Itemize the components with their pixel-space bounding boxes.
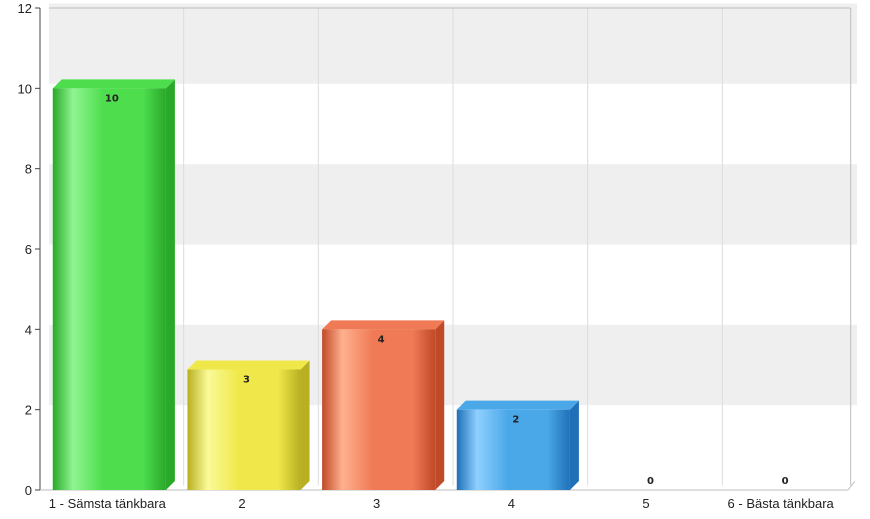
bar: [52, 88, 166, 490]
data-label: 0: [782, 476, 789, 487]
floor-edge: [847, 481, 856, 491]
x-tick-label: 3: [373, 496, 380, 511]
bar-top: [52, 79, 175, 89]
x-tick-label: 2: [238, 496, 245, 511]
bar-side: [569, 400, 579, 490]
y-tick-label: 4: [25, 322, 32, 337]
bar-top: [456, 400, 579, 410]
y-tick-label: 2: [25, 403, 32, 418]
data-label: 0: [647, 476, 654, 487]
y-tick-label: 12: [18, 1, 32, 16]
x-tick-label: 5: [642, 496, 649, 511]
bar: [322, 329, 436, 490]
bar: [187, 369, 301, 490]
bar-top: [187, 360, 310, 370]
data-label: 3: [243, 375, 250, 386]
y-tick-label: 10: [18, 81, 32, 96]
x-tick-label: 6 - Bästa tänkbara: [728, 496, 835, 511]
bar-side: [435, 320, 445, 490]
bars: 10 3 4 2 0 0: [52, 79, 789, 490]
y-tick-label: 8: [25, 162, 32, 177]
y-tick-label: 6: [25, 242, 32, 257]
bar-top: [322, 320, 445, 330]
y-tick-label: 0: [25, 483, 32, 498]
x-tick-label: 4: [508, 496, 515, 511]
data-label: 2: [512, 415, 519, 426]
y-axis-ticks: 0 2 4 6 8 10 12: [18, 1, 40, 498]
bar-side: [165, 79, 175, 490]
x-tick-label: 1 - Sämsta tänkbara: [49, 496, 167, 511]
data-label: 10: [105, 93, 119, 104]
x-axis-labels: 1 - Sämsta tänkbara 2 3 4 5 6 - Bästa tänkbar…: [49, 496, 835, 511]
bar: [456, 409, 570, 490]
data-label: 4: [378, 334, 385, 345]
vertical-gridlines: [183, 8, 723, 486]
bar-side: [300, 360, 310, 490]
